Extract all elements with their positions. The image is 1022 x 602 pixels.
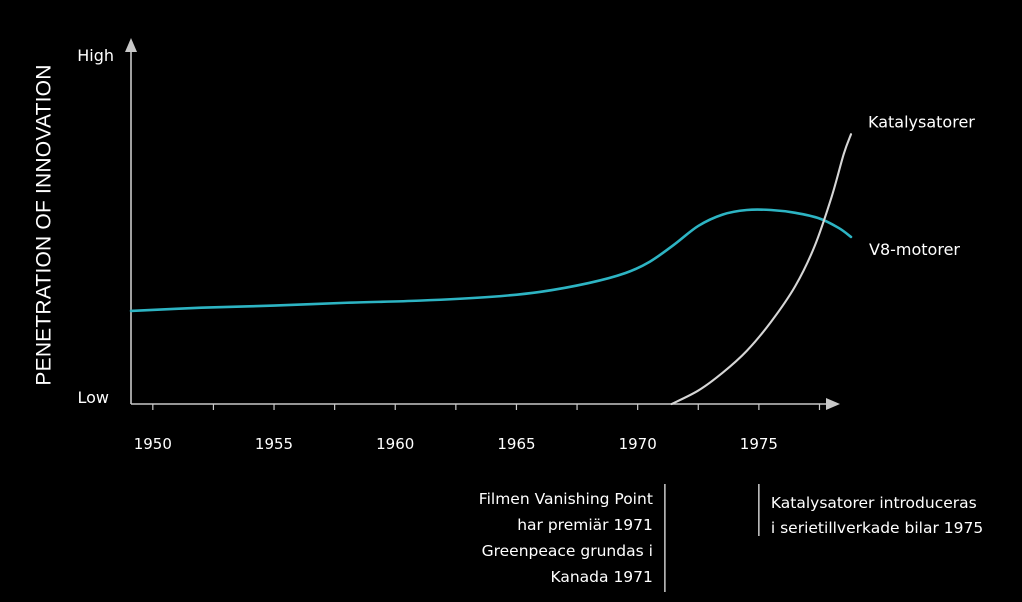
x-axis-tick-labels: 1950 1955 1960 1965 1970 1975 <box>134 435 778 453</box>
annotation-text-line: har premiär 1971 <box>517 516 653 534</box>
series-line-v8-motorer <box>129 208 853 313</box>
x-tick-label: 1970 <box>619 435 657 453</box>
annotation-text-line: Kanada 1971 <box>550 568 652 586</box>
annotation-text-line: Filmen Vanishing Point <box>479 490 653 508</box>
series-line-katalysatorer <box>670 133 853 406</box>
y-axis-title: PENETRATION OF INNOVATION <box>33 64 56 385</box>
y-level-low-label: Low <box>77 388 109 407</box>
axes <box>125 38 840 410</box>
annotations: Filmen Vanishing Point har premiär 1971 Gr… <box>479 484 983 592</box>
x-tick-label: 1965 <box>497 435 535 453</box>
series-label-v8-motorer: V8-motorer <box>869 240 960 259</box>
y-axis-arrowhead <box>125 38 137 52</box>
x-axis-arrowhead <box>826 398 840 410</box>
y-level-high-label: High <box>77 46 114 65</box>
x-tick-label: 1955 <box>255 435 293 453</box>
series-lines: V8-motorer Katalysatorer <box>129 112 975 406</box>
x-tick-label: 1975 <box>740 435 778 453</box>
x-axis-minor-ticks <box>152 404 821 410</box>
annotation-text-line: i serietillverkade bilar 1975 <box>771 519 983 537</box>
x-tick-label: 1960 <box>376 435 414 453</box>
series-label-katalysatorer: Katalysatorer <box>868 112 975 131</box>
x-tick-label: 1950 <box>134 435 172 453</box>
annotation-1971: Filmen Vanishing Point har premiär 1971 Gr… <box>479 484 666 592</box>
annotation-text-line: Greenpeace grundas i <box>482 542 653 560</box>
annotation-text-line: Katalysatorer introduceras <box>771 494 977 512</box>
annotation-1975: Katalysatorer introduceras i serietillver… <box>758 484 983 537</box>
